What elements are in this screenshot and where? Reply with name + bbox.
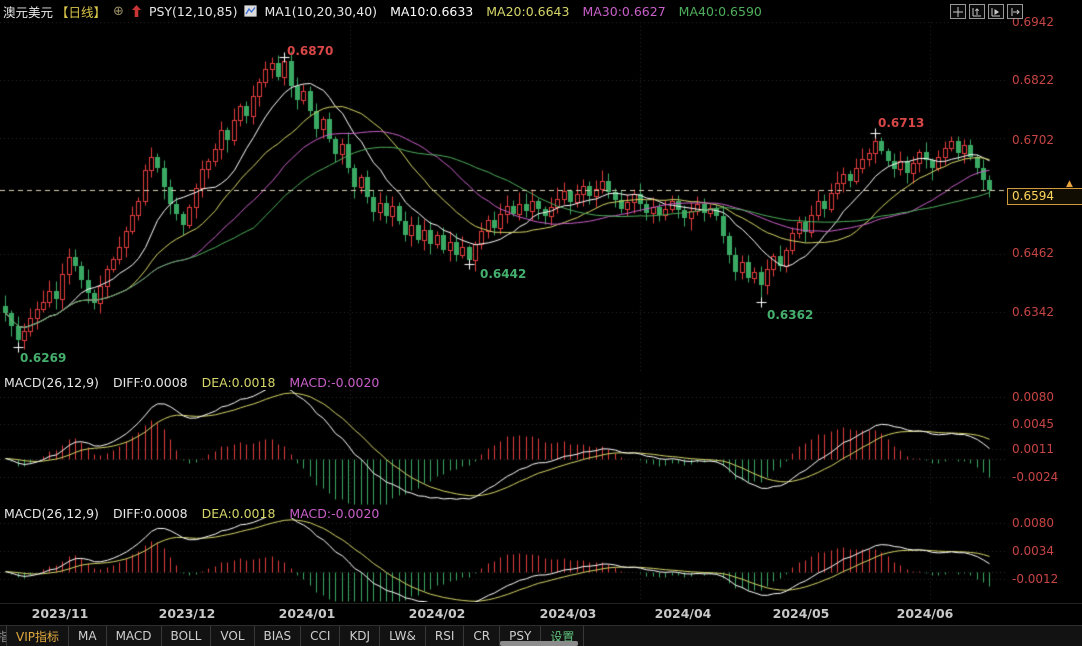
tab-kdj[interactable]: KDJ [340,626,381,646]
price-axis-tick: 0.6342 [1012,305,1054,319]
tab-lw[interactable]: LW& [380,626,426,646]
ma10-value: MA10:0.6633 [390,3,474,19]
macd1-macd: MACD:-0.0020 [289,375,380,390]
macd1-axis-tick: -0.0024 [1012,470,1059,484]
tab-psy[interactable]: PSY [500,626,542,646]
macd1-dea: DEA:0.0018 [201,375,276,390]
ma40-value: MA40:0.6590 [678,3,762,19]
tab-rsi[interactable]: RSI [426,626,465,646]
ma20-value: MA20:0.6643 [486,3,570,19]
main-chart-canvas[interactable] [0,22,1082,372]
macd2-axis-tick: -0.0012 [1012,572,1059,586]
chart-header: 澳元美元 【日线】 ⊕ PSY(12,10,85) MA1(10,20,30,4… [0,0,769,22]
high-annotation: 0.6870 [287,44,334,58]
toolbar-scrollbar-thumb[interactable] [500,641,578,646]
clipped-tab-fragment: 指 [0,626,7,646]
macd2-header: MACD(26,12,9) DIFF:0.0008 DEA:0.0018 MAC… [4,506,393,521]
price-up-arrow-icon: ▲ [1066,179,1073,189]
tab-boll[interactable]: BOLL [162,626,212,646]
macd1-axis-tick: 0.0080 [1012,390,1054,404]
scale-axis-icon[interactable] [969,4,985,19]
x-axis-label: 2024/03 [539,606,597,621]
ma-group-label: MA1(10,20,30,40) [264,3,378,19]
macd1-axis-tick: 0.0011 [1012,442,1054,456]
macd2-dea: DEA:0.0018 [201,506,276,521]
tab-cci[interactable]: CCI [301,626,341,646]
pane-expand-icon[interactable] [988,4,1004,19]
x-axis-label: 2023/11 [31,606,89,621]
high-annotation: 0.6713 [878,116,925,130]
macd-pane1-canvas[interactable] [0,390,1082,505]
macd2-axis-tick: 0.0080 [1012,516,1054,530]
macd1-header: MACD(26,12,9) DIFF:0.0008 DEA:0.0018 MAC… [4,375,393,390]
tab-macd[interactable]: MACD [107,626,162,646]
tab-vip-indicators[interactable]: VIP指标 [7,626,69,646]
x-axis-label: 2024/06 [896,606,954,621]
price-axis-tick: 0.6462 [1012,246,1054,260]
psy-indicator-label: PSY(12,10,85) [148,3,238,19]
tab-bias[interactable]: BIAS [255,626,302,646]
indicator-chart-icon[interactable] [244,5,258,17]
macd2-name: MACD(26,12,9) [4,506,99,521]
chart-control-buttons [950,4,1023,19]
macd2-macd: MACD:-0.0020 [289,506,380,521]
x-axis-label: 2024/02 [408,606,466,621]
x-axis-separator [0,603,1082,604]
x-axis-label: 2024/05 [772,606,830,621]
tab-cr[interactable]: CR [464,626,501,646]
macd-pane2-canvas[interactable] [0,518,1082,602]
tab-vol[interactable]: VOL [211,626,255,646]
x-axis-label: 2024/01 [278,606,336,621]
tab-settings[interactable]: 设置 [541,626,585,646]
macd1-name: MACD(26,12,9) [4,375,99,390]
low-annotation: 0.6362 [767,308,814,322]
pan-move-icon[interactable] [950,4,966,19]
tab-ma[interactable]: MA [69,626,107,646]
ma30-value: MA30:0.6627 [582,3,666,19]
macd2-diff: DIFF:0.0008 [112,506,188,521]
low-annotation: 0.6442 [480,267,527,281]
period-label: 【日线】 [56,4,107,20]
macd1-diff: DIFF:0.0008 [112,375,188,390]
price-axis-tick: 0.6702 [1012,133,1054,147]
indicator-tab-bar: 指 VIP指标 MA MACD BOLL VOL BIAS CCI KDJ LW… [0,625,1082,646]
price-axis-tick: 0.6822 [1012,73,1054,87]
shift-right-icon[interactable] [1007,4,1023,19]
macd1-axis-tick: 0.0045 [1012,417,1054,431]
macd2-axis-tick: 0.0034 [1012,544,1054,558]
x-axis-label: 2023/12 [158,606,216,621]
trend-up-arrow-icon [131,5,142,17]
last-price-tag: 0.6594 [1007,188,1082,205]
circle-plus-icon[interactable]: ⊕ [113,3,124,19]
symbol-title: 澳元美元 [3,4,54,20]
x-axis-label: 2024/04 [654,606,712,621]
low-annotation: 0.6269 [20,351,67,365]
